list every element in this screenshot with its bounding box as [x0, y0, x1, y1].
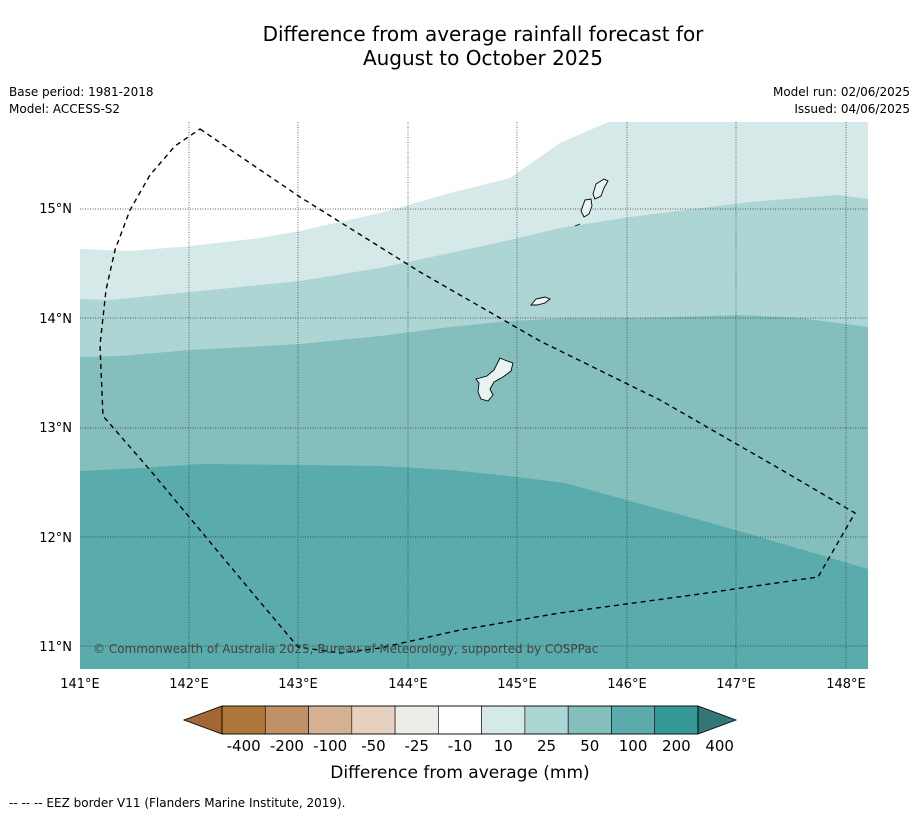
- lon-labels: 141°E 142°E 143°E 144°E 145°E 146°E 147°…: [60, 677, 866, 692]
- title-line-1: Difference from average rainfall forecas…: [262, 22, 704, 46]
- gridlines: [80, 122, 868, 669]
- meta-left: Base period: 1981-2018 Model: ACCESS-S2: [9, 84, 154, 118]
- base-period: Base period: 1981-2018: [9, 85, 154, 99]
- colorbar-cell: [438, 705, 482, 735]
- saipan-island: [592, 178, 609, 200]
- tinian-island: [580, 198, 593, 218]
- model-name: Model: ACCESS-S2: [9, 102, 121, 116]
- lat-label-13: 13°N: [39, 421, 72, 436]
- model-run: Model run: 02/06/2025: [772, 85, 910, 99]
- colorbar-cell: [394, 705, 439, 735]
- meta-right: Model run: 02/06/2025 Issued: 04/06/2025: [773, 84, 910, 118]
- colorbar-cell: [221, 705, 266, 735]
- lon-label-148: 148°E: [826, 677, 866, 692]
- colorbar-tick-label: -400: [227, 737, 261, 755]
- colorbar-high-extend: [697, 705, 738, 735]
- colorbar-tick-label: 50: [580, 737, 599, 755]
- colorbar-tick-label: -25: [404, 737, 429, 755]
- colorbar-cell: [481, 705, 526, 735]
- rota-island: [530, 296, 551, 306]
- lon-label-144: 144°E: [388, 677, 428, 692]
- eez-border: [99, 128, 856, 654]
- colorbar-cell: [524, 705, 569, 735]
- colorbar-tick-label: -100: [313, 737, 347, 755]
- colorbar-label: Difference from average (mm): [330, 763, 589, 783]
- colorbar-tick-label: -10: [448, 737, 473, 755]
- guam-island: [475, 357, 514, 402]
- copyright-notice: © Commonwealth of Australia 2025, Bureau…: [93, 642, 598, 656]
- lon-label-141: 141°E: [60, 677, 100, 692]
- lon-label-147: 147°E: [716, 677, 756, 692]
- colorbar-tick-label: -200: [270, 737, 304, 755]
- lat-label-14: 14°N: [39, 312, 72, 327]
- colorbar-tick-label: 10: [494, 737, 513, 755]
- colorbar-cell: [654, 705, 699, 735]
- lon-label-145: 145°E: [497, 677, 537, 692]
- colorbar: -400 -200 -100 -50 -25 -10 10 25 50 100 200 400 Dif…: [182, 705, 738, 783]
- colorbar-cell: [351, 705, 396, 735]
- colorbar-cell: [264, 705, 309, 735]
- map-title: Difference from average rainfall forecas…: [0, 22, 919, 70]
- eez-footnote: -- -- -- EEZ border V11 (Flanders Marine…: [9, 796, 346, 810]
- colorbar-tick-label: 25: [537, 737, 556, 755]
- colorbar-cell: [308, 705, 353, 735]
- colorbar-tick-label: 200: [662, 737, 691, 755]
- lat-label-12: 12°N: [39, 531, 72, 546]
- lat-label-11: 11°N: [39, 640, 72, 655]
- colorbar-low-extend: [182, 705, 223, 735]
- issued-date: Issued: 04/06/2025: [794, 102, 910, 116]
- islands: [475, 178, 609, 402]
- lon-label-143: 143°E: [278, 677, 318, 692]
- colorbar-tick-label: 100: [619, 737, 648, 755]
- lat-labels: 15°N 14°N 13°N 12°N 11°N: [39, 202, 72, 655]
- lat-label-15: 15°N: [39, 202, 72, 217]
- colorbar-cell: [567, 705, 612, 735]
- aguijan-island: [574, 223, 581, 227]
- band-100-200: [80, 464, 868, 669]
- forecast-map: © Commonwealth of Australia 2025, Bureau…: [39, 122, 868, 783]
- lon-label-142: 142°E: [169, 677, 209, 692]
- lon-label-146: 146°E: [607, 677, 647, 692]
- colorbar-tick-label: -50: [361, 737, 386, 755]
- title-line-2: August to October 2025: [362, 46, 604, 70]
- colorbar-cell: [611, 705, 656, 735]
- colorbar-tick-label: 400: [705, 737, 734, 755]
